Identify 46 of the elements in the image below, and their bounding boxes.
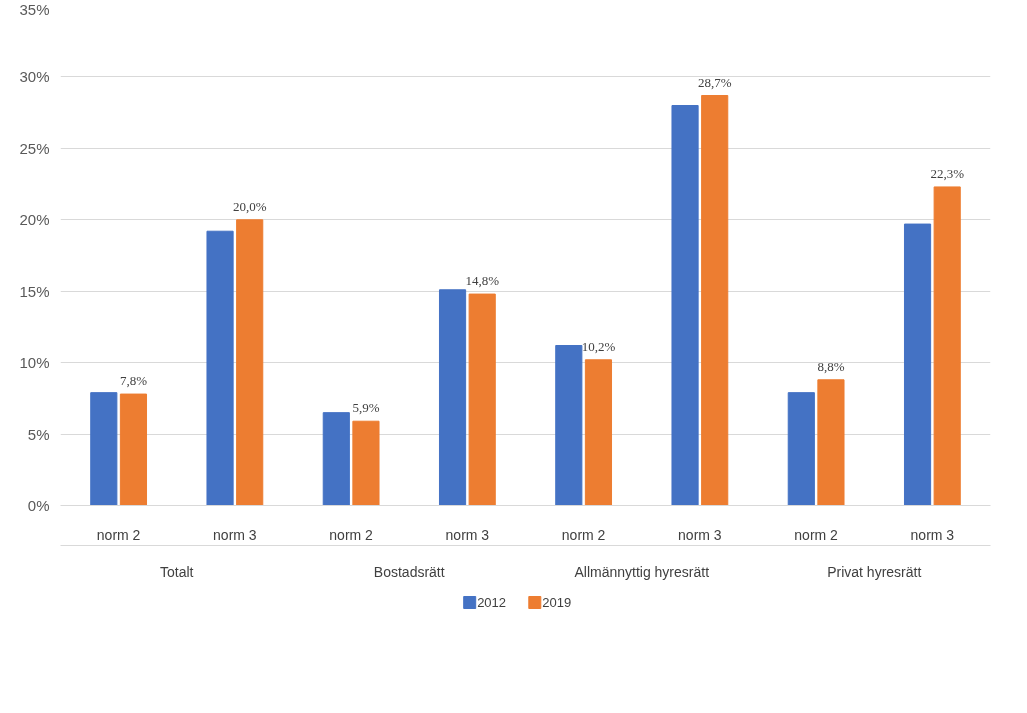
bar	[119, 393, 148, 506]
bar	[584, 359, 613, 506]
bar	[352, 420, 380, 506]
bar	[322, 412, 350, 506]
bar	[236, 219, 264, 506]
y-tick-label: 20%	[19, 211, 50, 229]
bar	[787, 392, 815, 506]
bar	[701, 95, 729, 506]
y-tick-label: 0%	[27, 497, 50, 514]
bar	[933, 186, 961, 506]
text: Bostadsrätt	[373, 563, 445, 580]
data-label: 22,3%	[930, 165, 965, 181]
data-label: 28,7%	[697, 74, 732, 90]
y-tick-label: 25%	[19, 139, 50, 157]
data-label: 5,9%	[352, 400, 380, 416]
x-tick-label: norm 2	[96, 526, 141, 543]
bar	[438, 289, 467, 506]
y-tick-label: 35%	[19, 0, 50, 18]
bar	[555, 345, 583, 506]
x-tick-label: norm 3	[910, 526, 955, 543]
bar	[671, 105, 699, 506]
bar	[90, 392, 118, 506]
data-label: 10,2%	[581, 338, 616, 354]
data-label: 7,8%	[119, 373, 148, 389]
bar	[817, 379, 845, 506]
x-tick-label: norm 2	[794, 526, 839, 543]
text: Allmännyttig hyresrätt	[574, 563, 710, 580]
legend-label: 2012	[477, 595, 507, 610]
y-tick-label: 10%	[19, 354, 50, 372]
x-tick-label: norm 2	[329, 526, 374, 543]
x-tick-label: norm 2	[561, 526, 606, 543]
data-label: 20,0%	[232, 198, 267, 214]
y-tick-label: 5%	[27, 425, 50, 443]
y-tick-label: 15%	[19, 282, 50, 300]
bar	[206, 230, 234, 506]
text: Totalt	[160, 563, 194, 580]
legend-label: 2019	[542, 595, 572, 610]
y-tick-label: 30%	[19, 68, 50, 86]
text: Privat hyresrätt	[827, 563, 922, 580]
data-label: 14,8%	[465, 273, 500, 289]
x-tick-label: norm 3	[213, 526, 257, 543]
x-tick-label: norm 3	[445, 526, 490, 543]
x-tick-label: norm 3	[678, 526, 722, 543]
bar	[903, 223, 932, 506]
data-label: 8,8%	[817, 358, 845, 374]
bar	[468, 293, 496, 506]
